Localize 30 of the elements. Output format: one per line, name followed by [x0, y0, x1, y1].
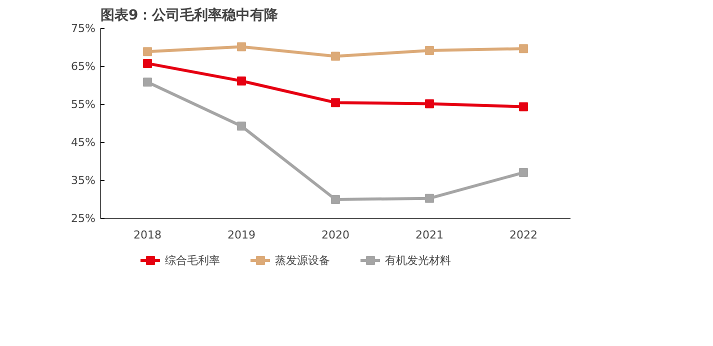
y-tick-label: 65%	[71, 60, 96, 73]
point	[143, 78, 152, 87]
point	[331, 195, 340, 204]
point	[143, 58, 152, 68]
y-tick-label: 45%	[71, 136, 96, 149]
legend-label: 蒸发源设备	[275, 252, 330, 268]
x-tick-label: 2022	[510, 228, 538, 242]
y-tick-label: 75%	[71, 22, 96, 35]
point	[425, 46, 434, 56]
legend-label: 有机发光材料	[385, 252, 451, 268]
point	[331, 98, 340, 108]
x-tick-label: 2021	[416, 228, 444, 242]
y-tick-label: 55%	[71, 98, 96, 111]
point	[143, 47, 152, 56]
x-tick-label: 2020	[322, 228, 350, 242]
point	[237, 42, 246, 52]
y-tick-label: 25%	[71, 212, 96, 225]
point	[331, 52, 340, 61]
point	[519, 168, 528, 178]
point	[519, 102, 528, 112]
x-tick-label: 2018	[134, 228, 162, 242]
point	[237, 122, 246, 131]
point	[425, 194, 434, 203]
x-tick-label: 2019	[228, 228, 256, 242]
legend-label: 综合毛利率	[165, 252, 220, 268]
chart-title: 图表9：公司毛利率稳中有降	[100, 6, 280, 24]
point	[237, 76, 246, 86]
point	[519, 44, 528, 54]
y-tick-label: 35%	[71, 174, 96, 187]
point	[425, 99, 434, 108]
